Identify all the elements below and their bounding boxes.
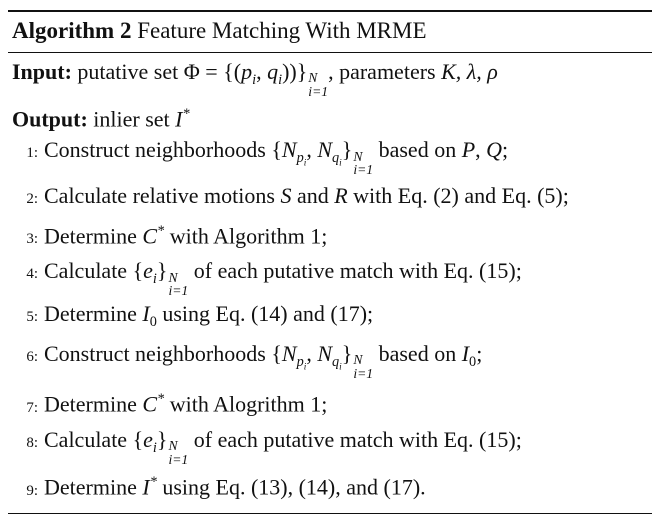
step-text: Determine I0 using Eq. (14) and (17);: [44, 300, 374, 330]
title-rule: [8, 52, 652, 53]
input-range-sup: N: [308, 70, 318, 86]
step-text: Determine I* using Eq. (13), (14), and (…: [44, 474, 426, 500]
step-number: 2:: [26, 190, 38, 207]
step-text: Determine C* with Alogrithm 1;: [44, 391, 328, 417]
algorithm-label: Algorithm 2: [12, 18, 132, 43]
step-number: 3:: [26, 231, 38, 248]
step-number: 6:: [26, 348, 38, 365]
output-symbol: I: [175, 106, 183, 132]
output-line: Output: inlier set I*: [8, 99, 652, 135]
step-text: Calculate relative motions S and R with …: [44, 182, 569, 208]
step-9: 9: Determine I* using Eq. (13), (14), an…: [8, 466, 652, 507]
step-number: 5:: [26, 308, 38, 325]
step-number: 9:: [26, 482, 38, 499]
input-text-after: , parameters: [328, 59, 442, 84]
input-text-mid: ))}: [282, 59, 308, 84]
step-text: Determine C* with Algorithm 1;: [44, 222, 328, 249]
input-p: p: [241, 59, 253, 84]
algorithm-box: Algorithm 2 Feature Matching With MRME I…: [8, 10, 652, 514]
step-7: 7: Determine C* with Alogrithm 1;: [8, 383, 652, 424]
input-keyword: Input:: [12, 59, 72, 84]
input-range-sub: i=1: [308, 84, 329, 100]
top-rule: [8, 10, 652, 12]
step-3: 3: Determine C* with Algorithm 1;: [8, 215, 652, 256]
step-number: 1:: [26, 145, 38, 162]
input-q-sub: i: [278, 72, 283, 88]
step-number: 7:: [26, 399, 38, 416]
output-star: *: [182, 105, 190, 122]
input-q: q: [267, 59, 279, 84]
algorithm-name: Feature Matching With MRME: [137, 18, 427, 43]
input-params: K, λ, ρ: [441, 59, 498, 84]
input-p-sub: i: [252, 72, 257, 88]
step-number: 8:: [26, 434, 38, 451]
step-number: 4:: [26, 266, 38, 283]
step-5: 5: Determine I0 using Eq. (14) and (17);: [8, 298, 652, 338]
output-keyword: Output:: [12, 106, 88, 132]
output-text: inlier set: [93, 106, 176, 132]
input-text-before: putative set Φ = {(: [77, 59, 242, 84]
step-2: 2: Calculate relative motions S and R wi…: [8, 180, 652, 215]
algorithm-title: Algorithm 2 Feature Matching With MRME: [8, 12, 652, 52]
